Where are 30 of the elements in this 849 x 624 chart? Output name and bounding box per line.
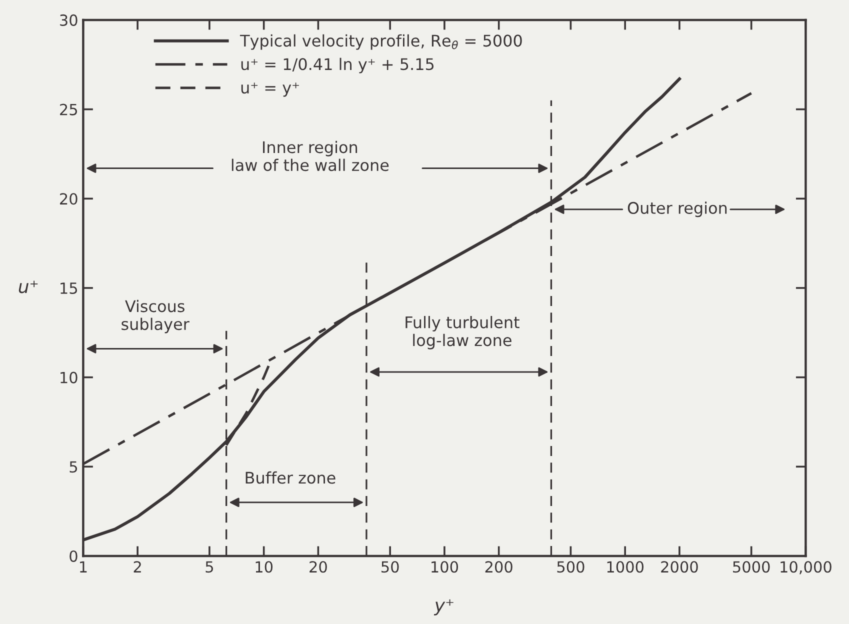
legend-label: u⁺ = y⁺ — [241, 82, 299, 97]
x-tick-label: 10 — [256, 561, 273, 573]
annotation: Inner region law of the wall zone — [232, 140, 389, 172]
x-tick-label: 5 — [206, 561, 213, 573]
x-tick-label: 5000 — [733, 561, 770, 573]
y-tick-label: 25 — [60, 104, 78, 116]
x-tick-label: 10,000 — [780, 561, 832, 574]
x-tick-label: 1000 — [607, 561, 644, 573]
x-axis-title: y⁺ — [434, 599, 454, 616]
x-tick-label: 2 — [134, 561, 141, 572]
annotation: Outer region — [628, 202, 727, 218]
legend-label: Typical velocity profile, Re$_{θ}$ = 5000 — [240, 34, 522, 50]
y-tick-label: 5 — [70, 461, 78, 473]
x-tick-label: 100 — [432, 561, 458, 573]
legend-label: u⁺ = 1/0.41 ln y⁺ + 5.15 — [241, 58, 434, 74]
annotation: Buffer zone — [246, 471, 336, 484]
x-tick-label: 2000 — [661, 561, 698, 573]
y-tick-label: 20 — [60, 193, 78, 205]
x-tick-label: 200 — [485, 561, 512, 573]
annotation: Viscous sublayer — [122, 300, 190, 334]
x-tick-label: 1 — [80, 561, 87, 572]
x-tick-label: 50 — [382, 561, 399, 573]
x-tick-label: 20 — [310, 561, 327, 573]
y-tick-label: 15 — [60, 282, 78, 294]
annotation: Fully turbulent log-law zone — [406, 316, 520, 350]
y-axis-title: u⁺ — [18, 280, 38, 294]
y-tick-label: 30 — [60, 14, 78, 26]
y-tick-label: 10 — [60, 372, 78, 384]
x-tick-label: 500 — [557, 561, 584, 573]
y-tick-label: 0 — [70, 550, 78, 562]
